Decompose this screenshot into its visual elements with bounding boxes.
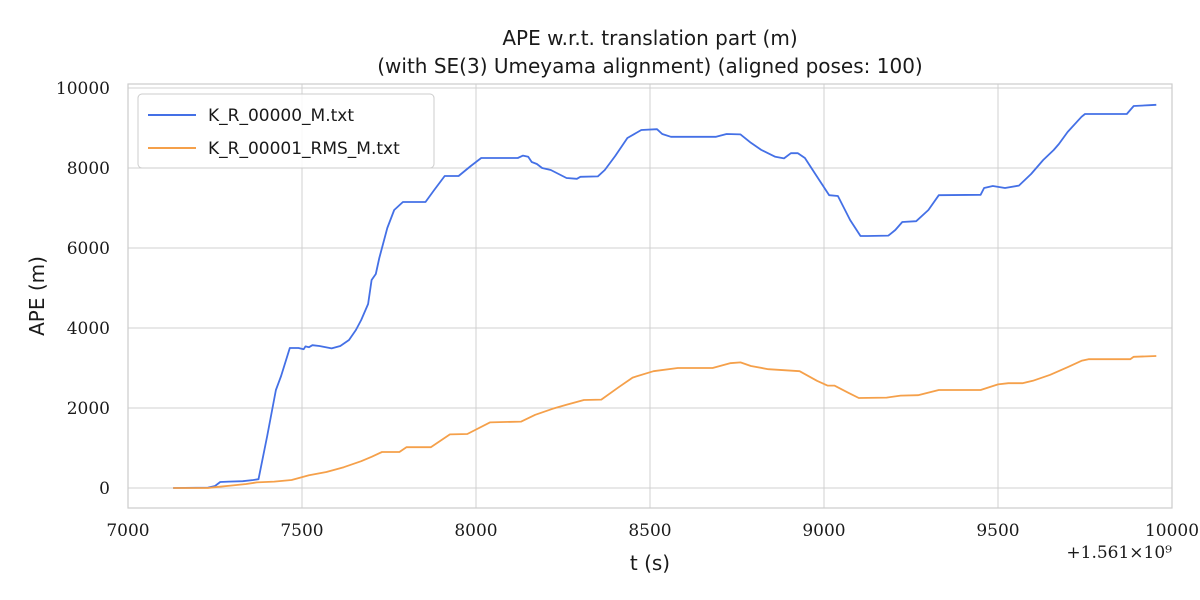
y-tick-label: 6000 xyxy=(67,239,110,259)
x-axis-label: t (s) xyxy=(630,551,670,575)
legend-box xyxy=(137,93,435,169)
x-tick-labels: 7000 7500 8000 8500 9000 9500 10000 xyxy=(106,521,1199,541)
legend-label-k-r-00001-rms: K_R_00001_RMS_M.txt xyxy=(208,139,400,159)
y-tick-label: 2000 xyxy=(67,399,110,419)
y-axis-label: APE (m) xyxy=(25,256,49,336)
legend: K_R_00000_M.txt K_R_00001_RMS_M.txt xyxy=(137,93,435,169)
legend-label-k-r-00000: K_R_00000_M.txt xyxy=(208,106,354,126)
x-tick-label: 7000 xyxy=(106,521,149,541)
x-tick-label: 10000 xyxy=(1145,521,1199,541)
y-tick-label: 0 xyxy=(99,479,110,499)
plot-frame xyxy=(127,83,1173,509)
x-tick-label: 8500 xyxy=(628,521,671,541)
x-offset-label: +1.561×10⁹ xyxy=(1066,543,1172,563)
x-tick-label: 9000 xyxy=(802,521,845,541)
y-tick-label: 8000 xyxy=(67,159,110,179)
series-line-k-r-00001-rms-m-txt xyxy=(173,355,1157,489)
y-tick-labels: 0 2000 4000 6000 8000 10000 xyxy=(56,79,110,499)
chart-title: APE w.r.t. translation part (m) xyxy=(502,26,797,50)
y-tick-label: 4000 xyxy=(67,319,110,339)
y-tick-label: 10000 xyxy=(56,79,110,99)
x-tick-label: 7500 xyxy=(280,521,323,541)
x-tick-label: 8000 xyxy=(454,521,497,541)
series-layer xyxy=(173,103,1157,489)
series-line-k-r-00000-m-txt xyxy=(173,103,1157,489)
x-tick-label: 9500 xyxy=(976,521,1019,541)
chart-subtitle: (with SE(3) Umeyama alignment) (aligned … xyxy=(377,54,922,78)
